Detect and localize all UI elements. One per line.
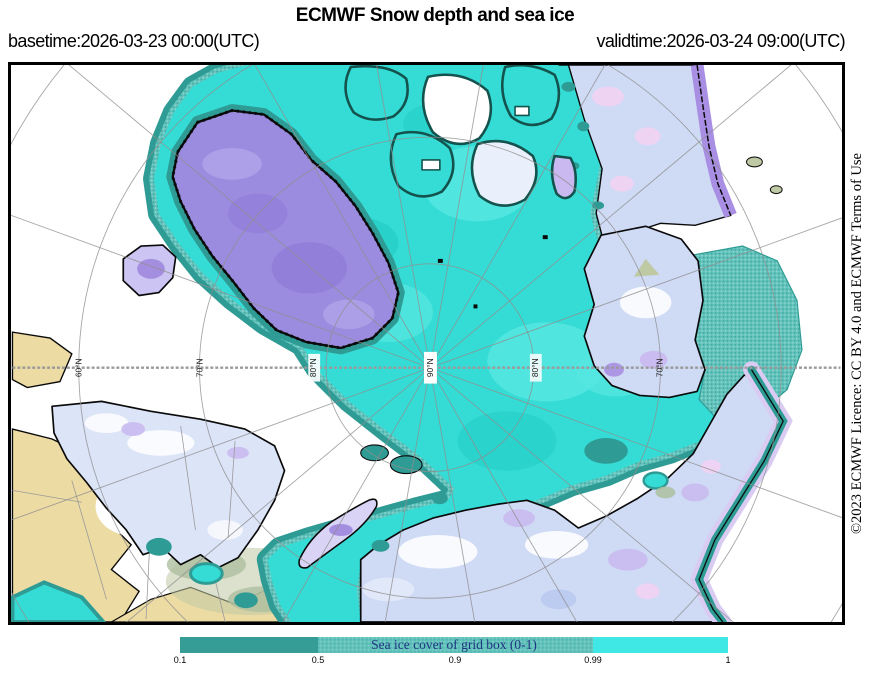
legend-seg-low: [180, 637, 318, 653]
map-frame: 60°N 70°N 80°N 90°N 80°N 70°N: [8, 62, 845, 625]
legend-tick: 0.9: [448, 655, 462, 665]
pole-label: 90°N: [425, 358, 435, 377]
corner-ice-wedge: [11, 580, 107, 622]
ob-gulf-ice: [584, 437, 628, 464]
copyright-notice: ©2023 ECMWF Licence: CC BY 4.0 and ECMWF…: [849, 153, 865, 534]
lat-label-80n-right: 80°N: [530, 358, 540, 377]
snow-lavender-patch: [121, 422, 146, 437]
small-island: [746, 156, 763, 168]
polar-map: 60°N 70°N 80°N 90°N 80°N 70°N: [11, 65, 842, 622]
kola-land: [11, 331, 73, 389]
arctic-islands: [344, 65, 577, 207]
basetime-label: basetime:2026-03-23 00:00(UTC): [8, 31, 260, 51]
legend-title: Sea ice cover of grid box (0-1): [371, 637, 537, 652]
pacific-coast-strip: [689, 361, 793, 622]
page-title: ECMWF Snow depth and sea ice: [295, 5, 575, 26]
chukotka-snow-land: [583, 225, 706, 399]
pink-snow-patch: [635, 583, 660, 600]
siberia-snow-land: [359, 373, 778, 622]
ice-islet: [360, 444, 389, 462]
lat-label-70n-right: 70°N: [654, 358, 664, 377]
lat-label-80n-left: 80°N: [308, 358, 318, 377]
lat-label-70n-left: 70°N: [194, 358, 204, 377]
legend-tick: 0.1: [173, 655, 187, 665]
legend-tick: 0.5: [311, 655, 325, 665]
legend-tick: 0.99: [584, 655, 602, 665]
legend-tick: 1: [725, 655, 731, 665]
validtime-label: validtime:2026-03-24 09:00(UTC): [596, 31, 845, 51]
legend-seg-mid-stipple: [318, 637, 593, 653]
greenland: [166, 104, 405, 355]
country-border: [71, 480, 107, 600]
alaska-snow-band: [558, 65, 783, 253]
time-row: basetime:2026-03-23 00:00(UTC) validtime…: [8, 31, 846, 52]
scandinavia: [51, 400, 286, 569]
lat-label-60n-left: 60°N: [74, 358, 84, 377]
latitude-labels: 60°N 70°N 80°N 90°N 80°N 70°N: [74, 351, 664, 384]
legend-seg-high: [593, 637, 728, 653]
legend-ticks: 0.1 0.5 0.9 0.99 1: [0, 655, 870, 669]
legend-colorbar: [180, 637, 728, 653]
baltic-ice-patches: [11, 537, 258, 622]
